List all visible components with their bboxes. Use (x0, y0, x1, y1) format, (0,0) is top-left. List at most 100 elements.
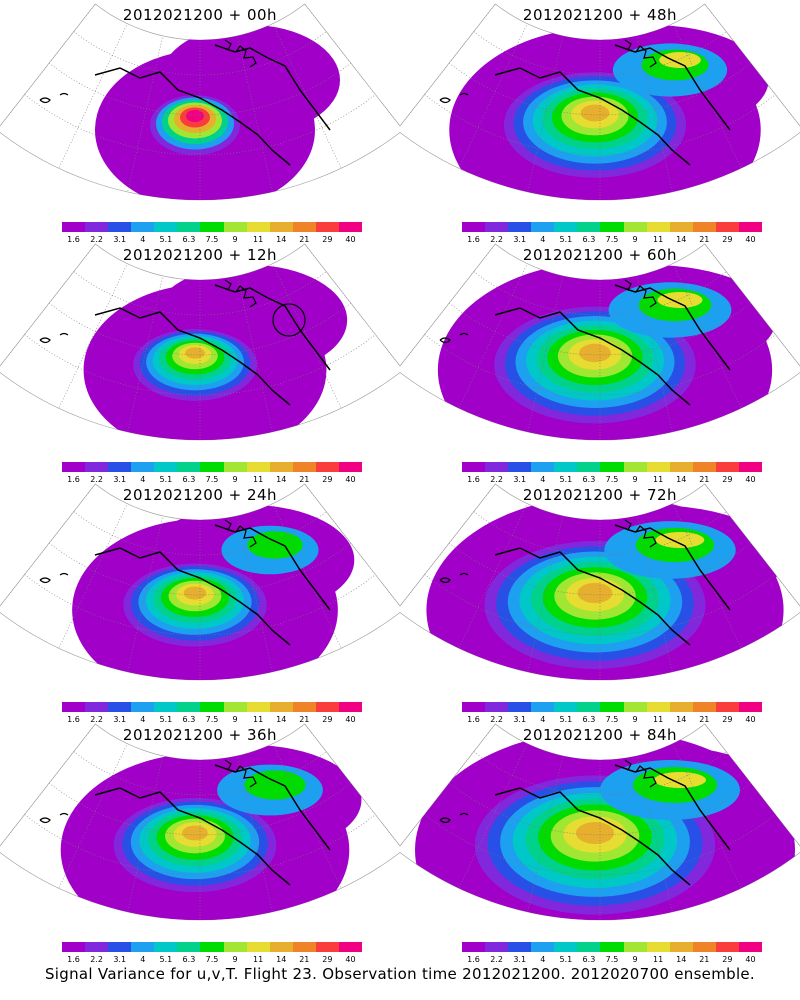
colorbar-labels: 1.6 2.2 3.1 4 5.1 6.3 7.5 9 11 14 21 29 40 (462, 955, 762, 965)
graticule-parallel (424, 574, 776, 636)
colorbar-labels: 1.6 2.2 3.1 4 5.1 6.3 7.5 9 11 14 21 29 40 (462, 235, 762, 245)
colorbar-swatch (715, 702, 739, 712)
colorbar-swatch (269, 222, 293, 232)
colorbar (62, 942, 363, 954)
colorbar-labels: 1.6 2.2 3.1 4 5.1 6.3 7.5 9 11 14 21 29 40 (62, 715, 362, 725)
colorbar-label: 29 (722, 955, 733, 964)
coastline (94, 524, 331, 646)
colorbar-swatch (738, 702, 763, 712)
colorbar-swatch (177, 942, 201, 952)
colorbar-label: 1.6 (467, 715, 480, 724)
colorbar-swatch (531, 222, 555, 232)
colorbar-swatch (246, 942, 270, 952)
colorbar-swatch (508, 462, 532, 472)
graticule-meridian (679, 723, 800, 851)
colorbar-swatch (577, 462, 601, 472)
colorbar-swatch (85, 942, 109, 952)
variance-contour (183, 586, 207, 600)
colorbar-swatch (131, 942, 155, 952)
panel-title: 2012021200 + 84h (522, 726, 678, 744)
colorbar-label: 3.1 (113, 235, 127, 244)
colorbar-label: 14 (676, 955, 687, 964)
colorbar-label: 7.5 (605, 235, 619, 244)
colorbar-swatch (623, 222, 647, 232)
colorbar-label: 29 (322, 955, 333, 964)
colorbar-swatch (154, 702, 178, 712)
coastline (494, 284, 731, 406)
graticule-parallel (424, 814, 776, 876)
variance-contour (579, 343, 611, 363)
island-coastline (224, 519, 257, 548)
variance-map (400, 3, 800, 201)
graticule-parallel (73, 271, 327, 316)
island-coastline (39, 92, 69, 104)
colorbar-label: 2.2 (490, 955, 503, 964)
colorbar-swatch (108, 222, 132, 232)
colorbar-swatch (62, 702, 86, 712)
colorbar-swatch (154, 942, 178, 952)
island-coastline (224, 39, 257, 68)
graticule-meridian (0, 3, 121, 131)
colorbar-label: 40 (345, 475, 356, 484)
graticule-parallel (473, 511, 727, 556)
colorbar-label: 1.6 (67, 235, 80, 244)
colorbar-label: 1.6 (467, 955, 480, 964)
variance-map (0, 3, 400, 201)
graticule-parallel (73, 511, 327, 556)
colorbar-label: 40 (745, 475, 756, 484)
colorbar-swatch (738, 462, 763, 472)
island-coastline (624, 279, 657, 308)
colorbar-label: 2.2 (90, 955, 103, 964)
colorbar-label: 9 (232, 955, 238, 964)
colorbar-swatch (669, 222, 693, 232)
colorbar-label: 7.5 (605, 475, 619, 484)
graticule-parallel (48, 62, 352, 116)
panel-title: 2012021200 + 24h (122, 486, 278, 504)
colorbar-swatch (177, 222, 201, 232)
colorbar-swatch (292, 222, 316, 232)
graticule-parallel (48, 782, 352, 836)
coastline (94, 44, 331, 166)
coastline (94, 764, 331, 886)
map-panel: 2012021200 + 12h 1.6 2.2 3.1 4 5.1 6.3 7.5 9 11 14… (0, 240, 400, 484)
colorbar-label: 3.1 (513, 235, 527, 244)
graticule-meridian (279, 723, 400, 851)
colorbar-swatch (577, 222, 601, 232)
colorbar-label: 9 (232, 715, 238, 724)
colorbar-swatch (223, 702, 247, 712)
colorbar-label: 6.3 (182, 475, 196, 484)
colorbar-swatch (554, 702, 578, 712)
panel-title: 2012021200 + 72h (522, 486, 678, 504)
map-panel: 2012021200 + 24h 1.6 2.2 3.1 4 5.1 6.3 7.5 9 11 14… (0, 480, 400, 724)
panel-title: 2012021200 + 60h (522, 246, 678, 264)
colorbar-swatch (646, 942, 670, 952)
colorbar (462, 702, 763, 714)
graticule-parallel (424, 94, 776, 156)
graticule-meridian (679, 3, 800, 131)
colorbar-label: 9 (632, 475, 638, 484)
colorbar-label: 4 (540, 955, 546, 964)
variance-contour (576, 822, 614, 844)
colorbar-swatch (646, 702, 670, 712)
colorbar-swatch (554, 222, 578, 232)
colorbar-label: 3.1 (113, 715, 127, 724)
colorbar-label: 6.3 (182, 955, 196, 964)
colorbar-labels: 1.6 2.2 3.1 4 5.1 6.3 7.5 9 11 14 21 29 40 (62, 955, 362, 965)
colorbar-swatch (154, 462, 178, 472)
colorbar-swatch (508, 702, 532, 712)
colorbar-swatch (600, 462, 624, 472)
colorbar-label: 5.1 (559, 475, 573, 484)
colorbar-label: 11 (653, 235, 664, 244)
colorbar-swatch (462, 222, 486, 232)
colorbar-swatch (738, 942, 763, 952)
colorbar-swatch (600, 942, 624, 952)
colorbar-label: 21 (299, 235, 310, 244)
colorbar-label: 2.2 (90, 475, 103, 484)
colorbar-label: 11 (653, 475, 664, 484)
colorbar-swatch (223, 462, 247, 472)
graticule-parallel (473, 751, 727, 796)
colorbar-label: 21 (299, 475, 310, 484)
map-panel: 2012021200 + 48h 1.6 2.2 3.1 4 5.1 6.3 7.5 9 11 14… (400, 0, 800, 244)
colorbar-label: 6.3 (582, 235, 596, 244)
colorbar-label: 14 (676, 235, 687, 244)
